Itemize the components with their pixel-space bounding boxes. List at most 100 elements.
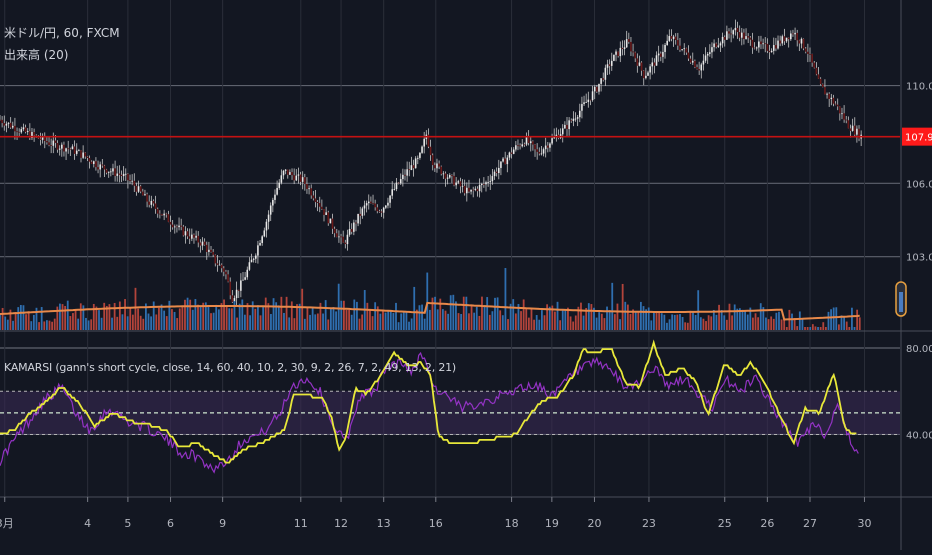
candle-body — [578, 110, 581, 118]
candle-body — [146, 194, 148, 202]
volume-bar — [809, 327, 812, 330]
volume-bar — [369, 308, 371, 330]
candle-body — [738, 32, 741, 38]
volume-bar — [335, 311, 337, 330]
volume-bar — [228, 308, 231, 330]
volume-bar — [25, 314, 27, 330]
candle-body — [105, 169, 108, 173]
volume-bar — [204, 302, 207, 330]
volume-legend[interactable]: 出来高 (20) — [4, 48, 69, 62]
candle-body — [240, 280, 242, 291]
volume-bar — [626, 304, 629, 330]
candle-body — [600, 78, 602, 84]
candle-body — [67, 148, 70, 150]
candle-body — [90, 161, 93, 164]
candle-body — [218, 264, 221, 266]
candle-body — [95, 161, 97, 168]
volume-bar — [72, 313, 74, 330]
volume-bar — [12, 320, 14, 330]
candle-body — [31, 132, 33, 138]
volume-bar — [288, 317, 291, 330]
candle-body — [642, 70, 645, 79]
volume-bar — [264, 297, 267, 330]
candle-body — [576, 117, 579, 119]
time-axis[interactable]: 3月 4 5 6 9 11 12 13 16 18 19 20 23 25 26 27 30 — [0, 497, 871, 530]
volume-bar — [285, 296, 288, 330]
time-tick-label: 25 — [718, 517, 732, 530]
candle-body — [399, 179, 402, 184]
candle-body — [353, 222, 355, 232]
volume-bar — [306, 307, 309, 330]
candle-body — [223, 268, 225, 272]
volume-bar — [778, 311, 780, 330]
volume-bar — [723, 315, 726, 330]
volume-bar — [530, 308, 533, 330]
candle-body — [344, 242, 347, 245]
candle-body — [792, 33, 794, 35]
volume-bar — [645, 309, 648, 330]
volume-bar — [804, 327, 806, 330]
price-axis[interactable]: 110.000 106.000 103.000 107.910 80.00 40.00 — [895, 82, 932, 442]
volume-bar — [428, 309, 431, 330]
volume-bar — [824, 327, 827, 330]
candle-body — [406, 169, 408, 176]
candle-body — [18, 131, 20, 133]
time-tick-label: 30 — [857, 517, 871, 530]
volume-bar — [267, 303, 270, 330]
candle-body — [858, 128, 860, 139]
symbol-legend[interactable]: 米ドル/円, 60, FXCM — [4, 26, 120, 40]
candle-body — [323, 209, 325, 215]
volume-bar — [520, 311, 522, 330]
candle-body — [293, 175, 295, 181]
volume-bar — [59, 303, 61, 330]
candle-body — [457, 181, 460, 183]
candle-body — [438, 163, 440, 167]
candle-body — [276, 187, 278, 195]
volume-bar — [436, 309, 439, 330]
candle-body — [280, 175, 283, 183]
candle-body — [191, 234, 193, 239]
candle-body — [610, 60, 613, 66]
volume-bar — [668, 319, 671, 330]
candle-body — [259, 242, 261, 246]
volume-pane[interactable] — [0, 268, 861, 330]
volume-bar — [837, 324, 840, 330]
volume-bar — [137, 308, 139, 330]
time-tick-label: 16 — [429, 517, 443, 530]
volume-bar — [801, 319, 804, 330]
candle-body — [634, 52, 637, 59]
candle-body — [574, 118, 577, 120]
candle-body — [414, 158, 417, 169]
volume-bar — [783, 318, 786, 330]
volume-bar — [434, 296, 436, 330]
candle-body — [231, 295, 234, 303]
candle-body — [723, 36, 726, 40]
candle-body — [811, 54, 813, 63]
volume-bar — [111, 317, 113, 330]
candle-body — [453, 175, 455, 186]
candle-body — [161, 214, 163, 216]
volume-bar — [17, 307, 20, 330]
indicator-legend[interactable]: KAMARSI (gann's short cycle, close, 14, … — [4, 361, 457, 374]
candle-body — [306, 183, 308, 189]
candle-body — [613, 54, 615, 61]
indicator-pane[interactable] — [0, 339, 900, 474]
candle-body — [265, 221, 268, 231]
volume-bar — [77, 318, 80, 330]
volume-bar — [785, 327, 788, 330]
volume-scale-icon[interactable] — [895, 281, 907, 317]
time-tick-label: 11 — [294, 517, 308, 530]
candle-body — [327, 212, 330, 224]
candle-body — [583, 102, 585, 105]
candle-body — [148, 201, 151, 205]
candle-body — [787, 37, 790, 40]
price-pane[interactable] — [0, 19, 900, 306]
volume-bar — [87, 320, 90, 330]
volume-bar — [590, 304, 593, 330]
volume-bar — [733, 304, 736, 330]
volume-bar — [770, 316, 773, 330]
volume-bar — [277, 305, 280, 330]
candle-body — [180, 225, 182, 227]
